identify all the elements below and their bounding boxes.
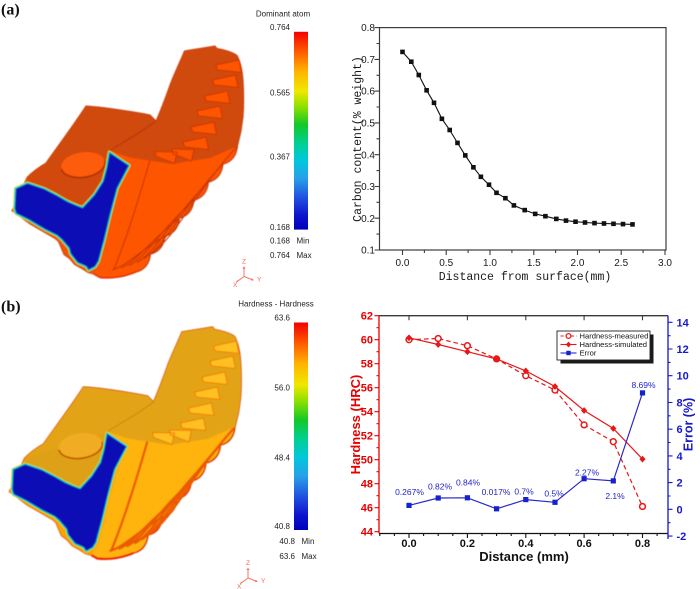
svg-text:Z: Z <box>242 259 246 266</box>
svg-text:0.5: 0.5 <box>361 119 375 130</box>
svg-text:0.3: 0.3 <box>361 182 375 193</box>
svg-text:2.0: 2.0 <box>571 258 585 269</box>
svg-text:-2: -2 <box>677 531 687 543</box>
svg-text:0.0: 0.0 <box>401 538 416 550</box>
svg-text:12: 12 <box>677 344 689 356</box>
svg-text:8.69%: 8.69% <box>631 380 656 390</box>
svg-text:(a): (a) <box>1 2 20 19</box>
svg-text:Carbon content(% weight): Carbon content(% weight) <box>352 56 365 222</box>
svg-text:Hardness-measured: Hardness-measured <box>580 332 649 341</box>
svg-text:0.8: 0.8 <box>361 23 375 34</box>
svg-text:Min: Min <box>302 537 315 546</box>
svg-text:Hardness (HRC): Hardness (HRC) <box>348 375 363 475</box>
svg-text:Distance (mm): Distance (mm) <box>479 549 569 564</box>
svg-text:0.565: 0.565 <box>270 89 291 98</box>
svg-text:1.5: 1.5 <box>527 258 541 269</box>
svg-text:0.367: 0.367 <box>270 153 291 162</box>
svg-text:1.0: 1.0 <box>483 258 497 269</box>
svg-text:8: 8 <box>677 398 683 410</box>
svg-text:Error (%): Error (%) <box>682 398 696 451</box>
svg-text:0.168: 0.168 <box>270 236 291 245</box>
svg-text:0.017%: 0.017% <box>482 487 511 497</box>
svg-text:0.2: 0.2 <box>460 538 475 550</box>
svg-text:Min: Min <box>297 236 310 245</box>
svg-text:58: 58 <box>361 359 373 371</box>
svg-text:48.4: 48.4 <box>274 454 290 463</box>
svg-text:0.4: 0.4 <box>361 150 375 161</box>
svg-text:0.1: 0.1 <box>361 246 375 257</box>
svg-text:Distance from surface(mm): Distance from surface(mm) <box>439 271 612 284</box>
svg-text:56.0: 56.0 <box>274 384 290 393</box>
svg-text:X: X <box>233 282 238 289</box>
svg-text:0.84%: 0.84% <box>456 478 481 488</box>
svg-text:Y: Y <box>257 277 262 284</box>
svg-text:0.267%: 0.267% <box>395 487 424 497</box>
svg-text:0.5: 0.5 <box>439 258 453 269</box>
svg-text:0.168: 0.168 <box>270 223 291 232</box>
svg-text:X: X <box>237 584 242 589</box>
svg-text:48: 48 <box>361 479 373 491</box>
svg-text:0.4: 0.4 <box>518 538 534 550</box>
svg-text:6: 6 <box>677 424 683 436</box>
svg-text:0.8: 0.8 <box>635 538 650 550</box>
svg-text:63.6: 63.6 <box>279 552 295 561</box>
svg-text:0: 0 <box>677 504 683 516</box>
svg-text:Dominant atom: Dominant atom <box>256 10 311 19</box>
svg-text:2.27%: 2.27% <box>575 468 600 478</box>
svg-text:62: 62 <box>361 311 373 323</box>
svg-text:0.6: 0.6 <box>361 87 375 98</box>
svg-text:10: 10 <box>677 371 689 383</box>
svg-text:0.2: 0.2 <box>361 214 375 225</box>
svg-text:0.6: 0.6 <box>576 538 591 550</box>
svg-text:56: 56 <box>361 383 373 395</box>
svg-text:Hardness-simulated: Hardness-simulated <box>580 340 648 349</box>
svg-text:14: 14 <box>677 317 690 329</box>
svg-text:2.1%: 2.1% <box>605 491 625 501</box>
svg-text:54: 54 <box>361 407 374 419</box>
svg-text:0.5%: 0.5% <box>544 489 564 499</box>
svg-text:0.764: 0.764 <box>270 251 291 260</box>
svg-text:0.764: 0.764 <box>270 23 291 32</box>
svg-text:60: 60 <box>361 335 373 347</box>
svg-text:(b): (b) <box>1 299 21 316</box>
svg-text:Max: Max <box>302 552 317 561</box>
svg-text:50: 50 <box>361 455 373 467</box>
svg-text:Error: Error <box>580 349 597 358</box>
svg-text:40.8: 40.8 <box>274 522 290 531</box>
svg-text:Hardness - Hardness: Hardness - Hardness <box>238 300 314 309</box>
svg-text:0.0: 0.0 <box>396 258 410 269</box>
svg-text:4: 4 <box>677 451 684 463</box>
svg-text:2.5: 2.5 <box>614 258 628 269</box>
svg-text:0.82%: 0.82% <box>428 482 453 492</box>
svg-text:44: 44 <box>361 527 374 539</box>
svg-text:Max: Max <box>297 251 312 260</box>
svg-text:Z: Z <box>246 560 250 567</box>
svg-text:63.6: 63.6 <box>274 314 290 323</box>
svg-text:2: 2 <box>677 478 683 490</box>
svg-text:Y: Y <box>261 578 266 585</box>
svg-text:3.0: 3.0 <box>658 258 672 269</box>
svg-text:0.7%: 0.7% <box>514 487 534 497</box>
svg-text:46: 46 <box>361 503 373 515</box>
svg-text:52: 52 <box>361 431 373 443</box>
svg-text:40.8: 40.8 <box>279 537 295 546</box>
svg-text:0.7: 0.7 <box>361 55 375 66</box>
